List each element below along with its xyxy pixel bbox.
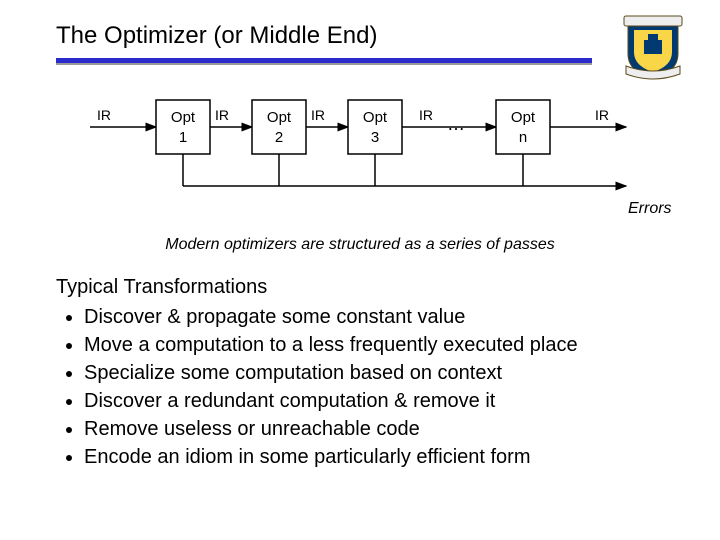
logo-banner-top [624, 16, 682, 26]
optimizer-flowchart: Opt 1 Opt 2 Opt 3 Opt n IR IR IR IR IR … [56, 90, 664, 220]
ir-label: IR [595, 107, 609, 123]
list-item: Move a computation to a less frequently … [84, 332, 578, 358]
opt-box-label: Opt [267, 109, 292, 126]
ir-label: IR [311, 107, 325, 123]
ir-label: IR [215, 107, 229, 123]
page-title: The Optimizer (or Middle End) [56, 22, 377, 50]
ir-label: IR [97, 107, 111, 123]
list-item: Specialize some computation based on con… [84, 360, 578, 386]
opt-box-label: 2 [275, 129, 283, 146]
opt-box-label: Opt [511, 109, 536, 126]
list-item: Discover a redundant computation & remov… [84, 388, 578, 414]
list-item: Discover & propagate some constant value [84, 304, 578, 330]
list-item: Remove useless or unreachable code [84, 416, 578, 442]
errors-label: Errors [628, 200, 672, 218]
list-item: Encode an idiom in some particularly eff… [84, 444, 578, 470]
opt-box-label: 3 [371, 129, 379, 146]
bullet-list: Discover & propagate some constant value… [56, 304, 578, 472]
shield-building-top [648, 34, 658, 40]
ir-label: IR [419, 107, 433, 123]
opt-box-label: n [519, 129, 527, 146]
university-logo [618, 14, 688, 82]
shield-building [644, 40, 662, 54]
opt-box-label: Opt [363, 109, 388, 126]
opt-box-label: Opt [171, 109, 196, 126]
title-underline [56, 58, 592, 63]
section-title: Typical Transformations [56, 276, 267, 299]
caption: Modern optimizers are structured as a se… [0, 236, 720, 254]
ellipsis: … [447, 114, 465, 134]
opt-box-label: 1 [179, 129, 187, 146]
